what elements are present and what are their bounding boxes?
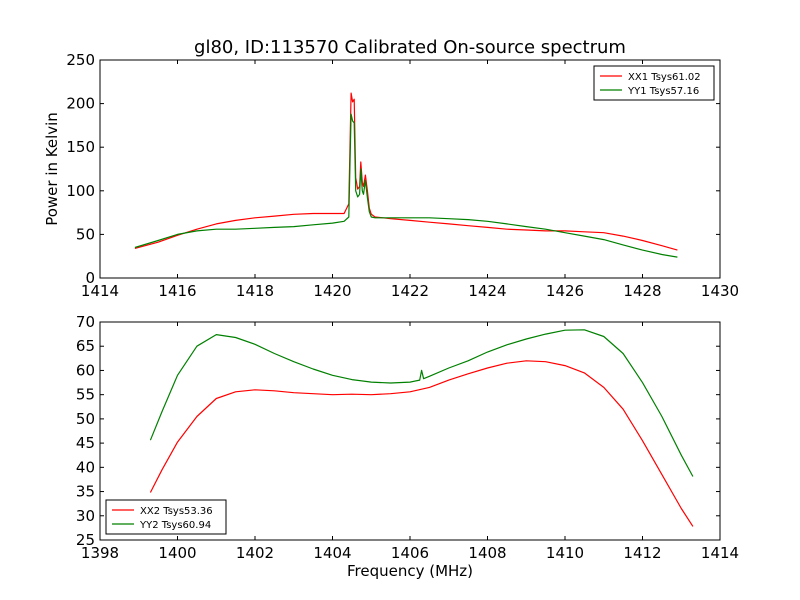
y-tick-label: 50: [76, 225, 95, 243]
legend: XX2 Tsys53.36 YY2 Tsys60.94: [105, 499, 227, 535]
legend-box: [593, 65, 715, 101]
x-tick-label: 1430: [701, 282, 739, 300]
series-line-bottom-0: [149, 360, 694, 527]
x-tick-label: 1412: [623, 544, 661, 562]
x-tick-label: 1420: [313, 282, 351, 300]
x-tick-label: 1426: [546, 282, 584, 300]
y-tick-label: 0: [85, 269, 95, 287]
x-tick-label: 1402: [236, 544, 274, 562]
x-tick-label: 1418: [236, 282, 274, 300]
y-tick-label: 60: [76, 361, 95, 379]
x-tick-label: 1422: [391, 282, 429, 300]
x-tick-label: 1410: [546, 544, 584, 562]
x-tick-label: 1428: [623, 282, 661, 300]
series-line-bottom-1: [149, 329, 694, 477]
top-panel: 1414 1416 1418 1420 1422 1424 1426 1428 1430 0 50 1…: [66, 51, 739, 300]
y-tick-label: 250: [66, 51, 95, 69]
x-tick-label: 1416: [158, 282, 196, 300]
legend-box: [105, 499, 227, 535]
legend-label: XX2 Tsys53.36: [140, 506, 213, 517]
x-tick-label: 1424: [468, 282, 506, 300]
y-tick-label: 25: [76, 531, 95, 549]
y-tick-label: 55: [76, 386, 95, 404]
y-tick-label: 45: [76, 434, 95, 452]
y-tick-label: 70: [76, 313, 95, 331]
y-tick-label: 200: [66, 95, 95, 113]
x-axis-label: Frequency (MHz): [347, 562, 473, 580]
legend-label: XX1 Tsys61.02: [628, 72, 701, 83]
x-tick-label: 1398: [81, 544, 119, 562]
legend-label: YY2 Tsys60.94: [139, 520, 211, 531]
y-tick-label: 150: [66, 138, 95, 156]
legend: XX1 Tsys61.02 YY1 Tsys57.16: [593, 65, 715, 101]
series-line-top-0: [134, 92, 678, 251]
series-line-top-1: [134, 113, 678, 258]
y-axis-label-top: Power in Kelvin: [43, 112, 61, 226]
x-tick-label: 1414: [81, 282, 119, 300]
x-tick-label: 1408: [468, 544, 506, 562]
y-tick-label: 40: [76, 458, 95, 476]
y-tick-label: 50: [76, 410, 95, 428]
y-tick-label: 30: [76, 507, 95, 525]
bottom-panel: 1398 1400 1402 1404 1406 1408 1410 1412 1414 25 30…: [76, 313, 739, 562]
y-tick-label: 35: [76, 483, 95, 501]
x-tick-label: 1400: [158, 544, 196, 562]
y-tick-label: 100: [66, 182, 95, 200]
x-tick-label: 1404: [313, 544, 351, 562]
x-tick-label: 1414: [701, 544, 739, 562]
y-tick-label: 65: [76, 337, 95, 355]
chart-title: gl80, ID:113570 Calibrated On-source spe…: [194, 37, 626, 58]
x-tick-label: 1406: [391, 544, 429, 562]
legend-label: YY1 Tsys57.16: [627, 86, 699, 97]
